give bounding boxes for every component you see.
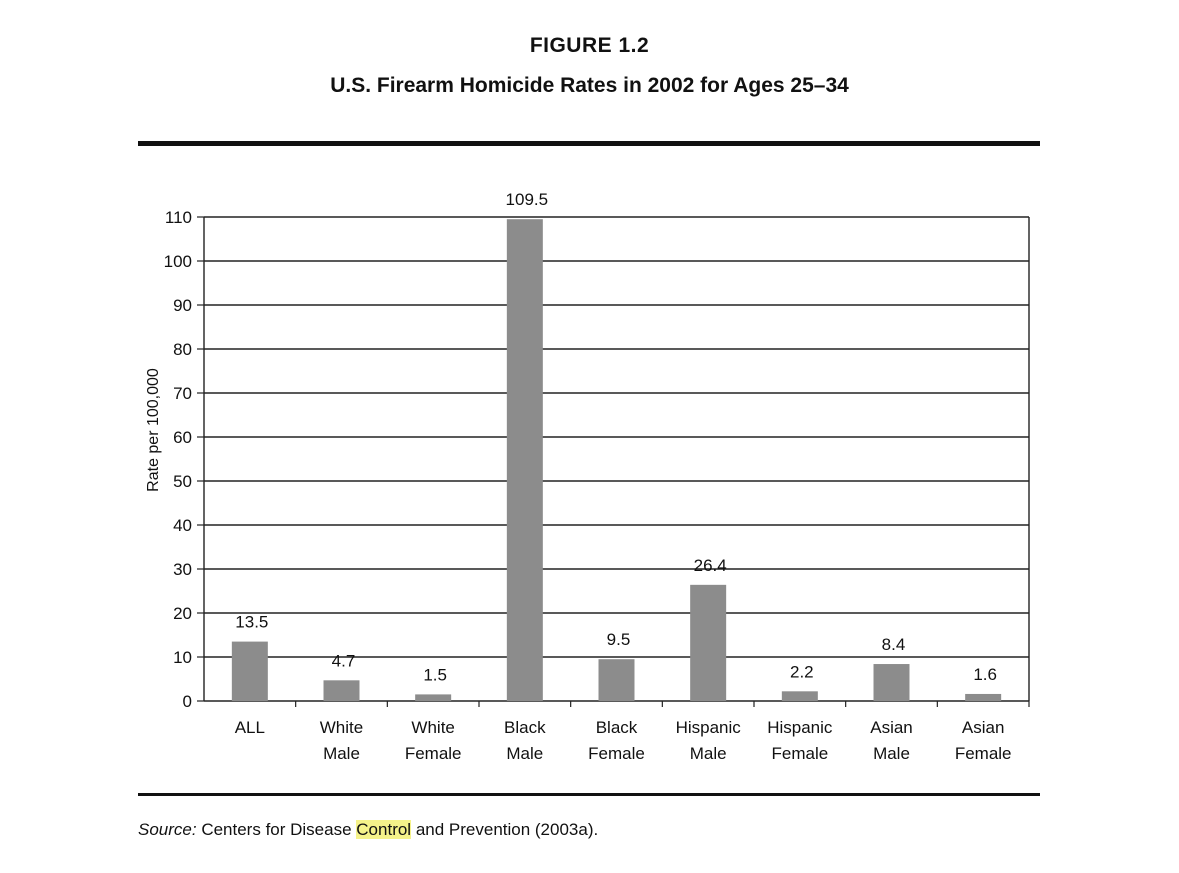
y-axis-label: Rate per 100,000 — [145, 368, 162, 492]
bar — [323, 680, 360, 701]
value-label: 9.5 — [607, 630, 631, 649]
bar — [690, 584, 727, 701]
bottom-rule — [138, 793, 1040, 796]
value-label: 1.5 — [423, 665, 447, 684]
bar — [415, 694, 452, 701]
y-tick-labels: 0 10 20 30 40 50 60 70 80 90 100 110 — [164, 208, 192, 711]
x-tick-label: Female — [771, 744, 828, 763]
value-label: 4.7 — [332, 651, 356, 670]
y-tick-label: 40 — [173, 516, 192, 535]
y-tick-label: 10 — [173, 648, 192, 667]
x-tick-label: Hispanic — [676, 718, 742, 737]
x-tick-label: Male — [323, 744, 360, 763]
source-text-before: Centers for Disease — [196, 820, 357, 839]
source-highlight: Control — [356, 820, 412, 839]
value-label: 13.5 — [235, 613, 268, 632]
value-labels: 13.5 4.7 1.5 109.5 9.5 26.4 2.2 8.4 1.6 — [235, 190, 997, 684]
x-tick-label: White — [320, 718, 363, 737]
x-tick-label: White — [411, 718, 454, 737]
y-tick-label: 50 — [173, 472, 192, 491]
value-label: 1.6 — [973, 665, 997, 684]
top-rule — [138, 141, 1040, 146]
y-tick-label: 90 — [173, 296, 192, 315]
x-tick-label: Female — [405, 744, 462, 763]
y-tick-label: 110 — [165, 208, 192, 227]
value-label: 2.2 — [790, 662, 814, 681]
bar — [873, 664, 910, 701]
x-tick-label: Hispanic — [767, 718, 833, 737]
bar — [781, 691, 818, 701]
bar — [965, 693, 1002, 701]
y-tick-label: 100 — [164, 252, 192, 271]
x-tick-label: Female — [955, 744, 1012, 763]
x-tick-label: ALL — [235, 718, 265, 737]
y-tick-label: 20 — [173, 604, 192, 623]
y-tick-label: 30 — [173, 560, 192, 579]
bar — [506, 219, 543, 701]
value-label: 109.5 — [506, 190, 549, 209]
source-text-after: and Prevention (2003a). — [411, 820, 599, 839]
x-tick-label: Asian — [962, 718, 1005, 737]
y-tick-label: 0 — [183, 692, 192, 711]
figure-title: U.S. Firearm Homicide Rates in 2002 for … — [330, 74, 849, 97]
value-label: 26.4 — [694, 556, 727, 575]
x-tick-label: Black — [504, 718, 546, 737]
x-tick-labels: ALL White Male White Female Black Male Black Fem… — [235, 718, 1012, 763]
bar — [231, 641, 268, 701]
source-label: Source: — [138, 820, 197, 839]
x-tick-label: Black — [596, 718, 638, 737]
x-tick-label: Male — [873, 744, 910, 763]
x-tick-label: Male — [506, 744, 543, 763]
source-note: Source: Centers for Disease Control and … — [138, 820, 598, 840]
x-tick-label: Male — [690, 744, 727, 763]
gridlines — [204, 216, 1029, 658]
x-tick-label: Asian — [870, 718, 913, 737]
y-tick-label: 80 — [173, 340, 192, 359]
x-tick-label: Female — [588, 744, 645, 763]
y-tick-label: 70 — [173, 384, 192, 403]
figure-label: FIGURE 1.2 — [529, 34, 650, 57]
value-label: 8.4 — [882, 635, 906, 654]
y-tick-label: 60 — [173, 428, 192, 447]
bar — [598, 659, 635, 701]
bars — [231, 219, 1002, 701]
